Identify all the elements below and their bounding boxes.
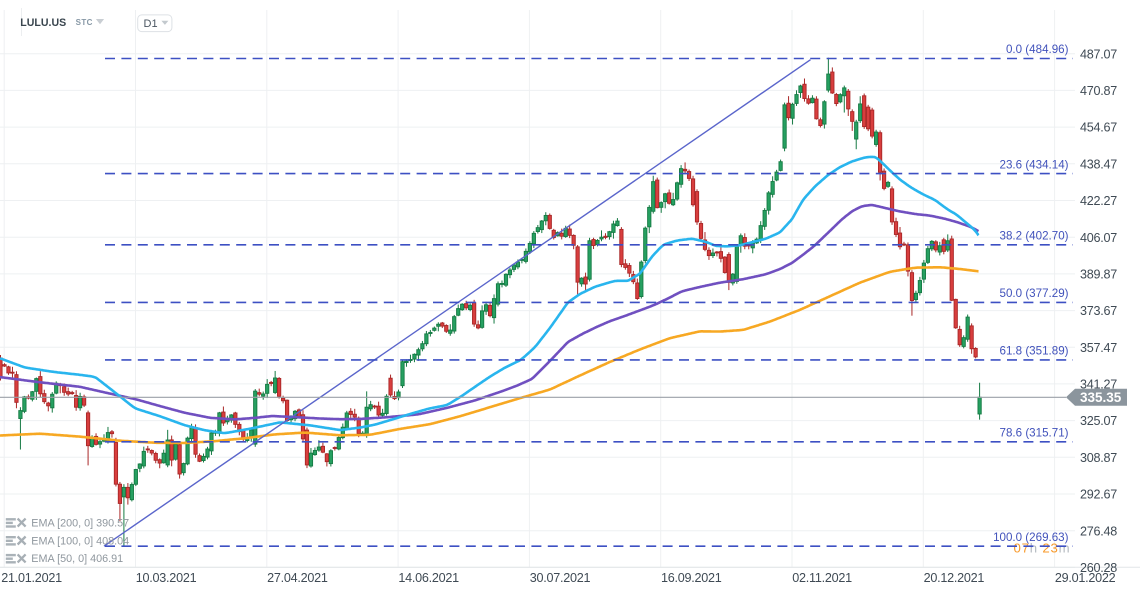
svg-text:20.12.2021: 20.12.2021 bbox=[924, 571, 985, 585]
svg-text:487.07: 487.07 bbox=[1080, 47, 1117, 61]
svg-text:STC: STC bbox=[76, 18, 93, 27]
svg-text:D1: D1 bbox=[144, 18, 158, 30]
svg-text:30.07.2021: 30.07.2021 bbox=[530, 571, 591, 585]
svg-text:438.47: 438.47 bbox=[1080, 157, 1117, 171]
svg-text:389.87: 389.87 bbox=[1080, 268, 1117, 282]
svg-text:470.87: 470.87 bbox=[1080, 84, 1117, 98]
svg-text:100.0 (269.63): 100.0 (269.63) bbox=[993, 531, 1069, 544]
svg-text:325.07: 325.07 bbox=[1080, 414, 1117, 428]
svg-text:21.01.2021: 21.01.2021 bbox=[1, 571, 62, 585]
svg-text:308.87: 308.87 bbox=[1080, 451, 1117, 465]
svg-text:373.67: 373.67 bbox=[1080, 304, 1117, 318]
svg-text:61.8 (351.89): 61.8 (351.89) bbox=[1000, 345, 1069, 358]
svg-text:292.67: 292.67 bbox=[1080, 488, 1117, 502]
svg-text:16.09.2021: 16.09.2021 bbox=[661, 571, 722, 585]
svg-text:454.67: 454.67 bbox=[1080, 121, 1117, 135]
svg-text:29.01.2022: 29.01.2022 bbox=[1055, 571, 1116, 585]
svg-text:0.0 (484.96): 0.0 (484.96) bbox=[1006, 43, 1069, 56]
svg-text:335.35: 335.35 bbox=[1080, 390, 1122, 405]
svg-text:27.04.2021: 27.04.2021 bbox=[267, 571, 328, 585]
svg-text:422.27: 422.27 bbox=[1080, 194, 1117, 208]
svg-text:EMA [200, 0] 390.57: EMA [200, 0] 390.57 bbox=[31, 517, 129, 529]
svg-text:LULU.US: LULU.US bbox=[20, 17, 66, 29]
svg-text:357.47: 357.47 bbox=[1080, 341, 1117, 355]
svg-text:341.27: 341.27 bbox=[1080, 378, 1117, 392]
svg-text:78.6 (315.71): 78.6 (315.71) bbox=[1000, 427, 1069, 440]
svg-text:02.11.2021: 02.11.2021 bbox=[792, 571, 852, 585]
svg-text:38.2 (402.70): 38.2 (402.70) bbox=[1000, 230, 1069, 243]
svg-text:276.48: 276.48 bbox=[1080, 524, 1117, 538]
svg-text:14.06.2021: 14.06.2021 bbox=[398, 571, 459, 585]
svg-text:10.03.2021: 10.03.2021 bbox=[136, 571, 197, 585]
svg-text:406.07: 406.07 bbox=[1080, 231, 1117, 245]
svg-text:23.6 (434.14): 23.6 (434.14) bbox=[1000, 158, 1069, 171]
svg-text:50.0 (377.29): 50.0 (377.29) bbox=[1000, 287, 1069, 300]
svg-text:260.28: 260.28 bbox=[1080, 561, 1117, 575]
svg-text:07h 23m: 07h 23m bbox=[1014, 540, 1071, 555]
svg-text:EMA [100, 0] 408.04: EMA [100, 0] 408.04 bbox=[31, 535, 129, 547]
svg-text:EMA [50, 0] 406.91: EMA [50, 0] 406.91 bbox=[31, 553, 123, 565]
